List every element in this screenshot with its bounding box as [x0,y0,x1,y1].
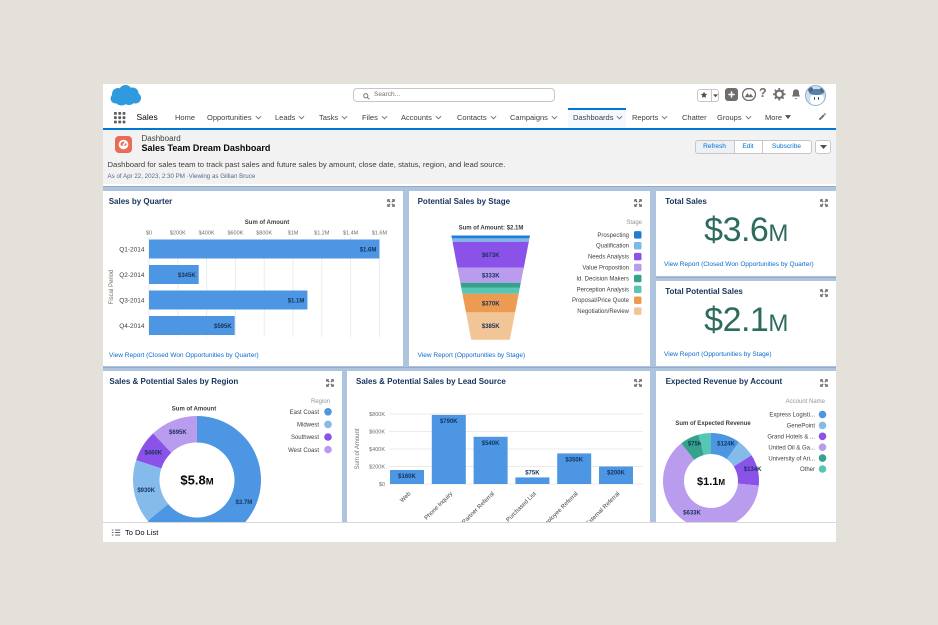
svg-text:$385K: $385K [482,324,500,330]
svg-text:$1.4M: $1.4M [343,231,359,237]
svg-text:$1.1M: $1.1M [697,476,725,488]
svg-text:$1M: $1M [288,231,299,237]
svg-text:Id. Decision Makers: Id. Decision Makers [576,276,629,282]
svg-text:$930K: $930K [137,488,155,494]
svg-text:$3.7M: $3.7M [236,500,253,506]
svg-text:Purchased List: Purchased List [505,491,538,522]
svg-text:$75K: $75K [525,470,540,476]
svg-text:Q2-2014: Q2-2014 [119,272,145,279]
svg-text:Phone Inquiry: Phone Inquiry [424,491,454,521]
svg-text:$540K: $540K [482,441,500,447]
svg-text:Prospecting: Prospecting [597,233,629,239]
svg-text:Southwest: Southwest [291,435,319,441]
svg-text:$370K: $370K [482,301,500,307]
svg-text:$0: $0 [146,231,152,237]
svg-text:Needs Analysis: Needs Analysis [588,255,629,261]
svg-text:University of Ari...: University of Ari... [768,456,815,462]
svg-text:$600K: $600K [227,231,243,237]
svg-text:Value Proposition: Value Proposition [582,266,629,272]
svg-text:$595K: $595K [214,324,232,330]
svg-text:Q3-2014: Q3-2014 [119,297,145,304]
svg-text:$800K: $800K [256,231,272,237]
svg-text:Employee Referral: Employee Referral [540,491,579,522]
svg-text:Q1-2014: Q1-2014 [119,246,145,253]
svg-text:$633K: $633K [683,511,701,517]
svg-text:Stage: Stage [626,220,642,226]
svg-text:Q4-2014: Q4-2014 [119,323,145,330]
svg-text:$800K: $800K [369,412,385,418]
svg-text:$673K: $673K [482,253,500,259]
svg-text:Perception Analysis: Perception Analysis [577,287,629,293]
svg-text:Express Logisti...: Express Logisti... [769,413,815,419]
svg-text:Other: Other [800,467,815,473]
svg-text:Proposal/Price Quote: Proposal/Price Quote [572,298,630,304]
svg-text:GenePoint: GenePoint [787,424,816,430]
svg-text:$1.2M: $1.2M [314,231,330,237]
svg-text:$400K: $400K [369,447,385,453]
svg-text:Grand Hotels & ...: Grand Hotels & ... [767,435,815,441]
svg-text:Midwest: Midwest [297,423,319,429]
svg-text:Partner Referral: Partner Referral [462,491,496,522]
svg-text:West Coast: West Coast [288,448,319,454]
svg-text:East Coast: East Coast [290,410,320,416]
svg-text:$0: $0 [379,482,385,488]
svg-text:Sum of Amount: $2.1M: Sum of Amount: $2.1M [459,226,524,232]
svg-text:$695K: $695K [169,430,187,436]
svg-text:$124K: $124K [717,442,735,448]
svg-text:Fiscal Period: Fiscal Period [109,270,115,305]
svg-text:$1.1M: $1.1M [288,298,305,304]
svg-text:Sum of Amount: Sum of Amount [355,428,361,469]
svg-text:Sum of Amount: Sum of Amount [245,220,289,226]
svg-text:Web: Web [400,491,413,504]
svg-text:$1.6M: $1.6M [372,231,388,237]
svg-text:$1.6M: $1.6M [360,247,377,253]
svg-text:Qualification: Qualification [596,244,629,250]
svg-text:$790K: $790K [440,419,458,425]
svg-text:Account Name: Account Name [786,399,826,405]
svg-text:$200K: $200K [607,471,625,477]
svg-text:$333K: $333K [482,273,500,279]
svg-text:Negotiation/Review: Negotiation/Review [577,309,629,315]
svg-text:$160K: $160K [398,474,416,480]
svg-text:$200K: $200K [369,465,385,471]
svg-text:$134K: $134K [744,467,762,473]
svg-text:Region: Region [311,399,330,405]
svg-text:$75K: $75K [688,442,703,448]
svg-text:$460K: $460K [144,450,162,456]
svg-text:$400K: $400K [199,231,215,237]
svg-text:Sum of Amount: Sum of Amount [172,407,216,413]
svg-text:Sum of Expected Revenue: Sum of Expected Revenue [675,421,751,427]
svg-text:External Referral: External Referral [585,491,621,522]
svg-text:United Oil & Ga...: United Oil & Ga... [768,445,815,451]
svg-text:$5.8M: $5.8M [180,473,213,488]
svg-text:$345K: $345K [178,273,196,279]
svg-text:$600K: $600K [369,430,385,436]
svg-text:$350K: $350K [565,457,583,463]
svg-text:$200K: $200K [170,231,186,237]
